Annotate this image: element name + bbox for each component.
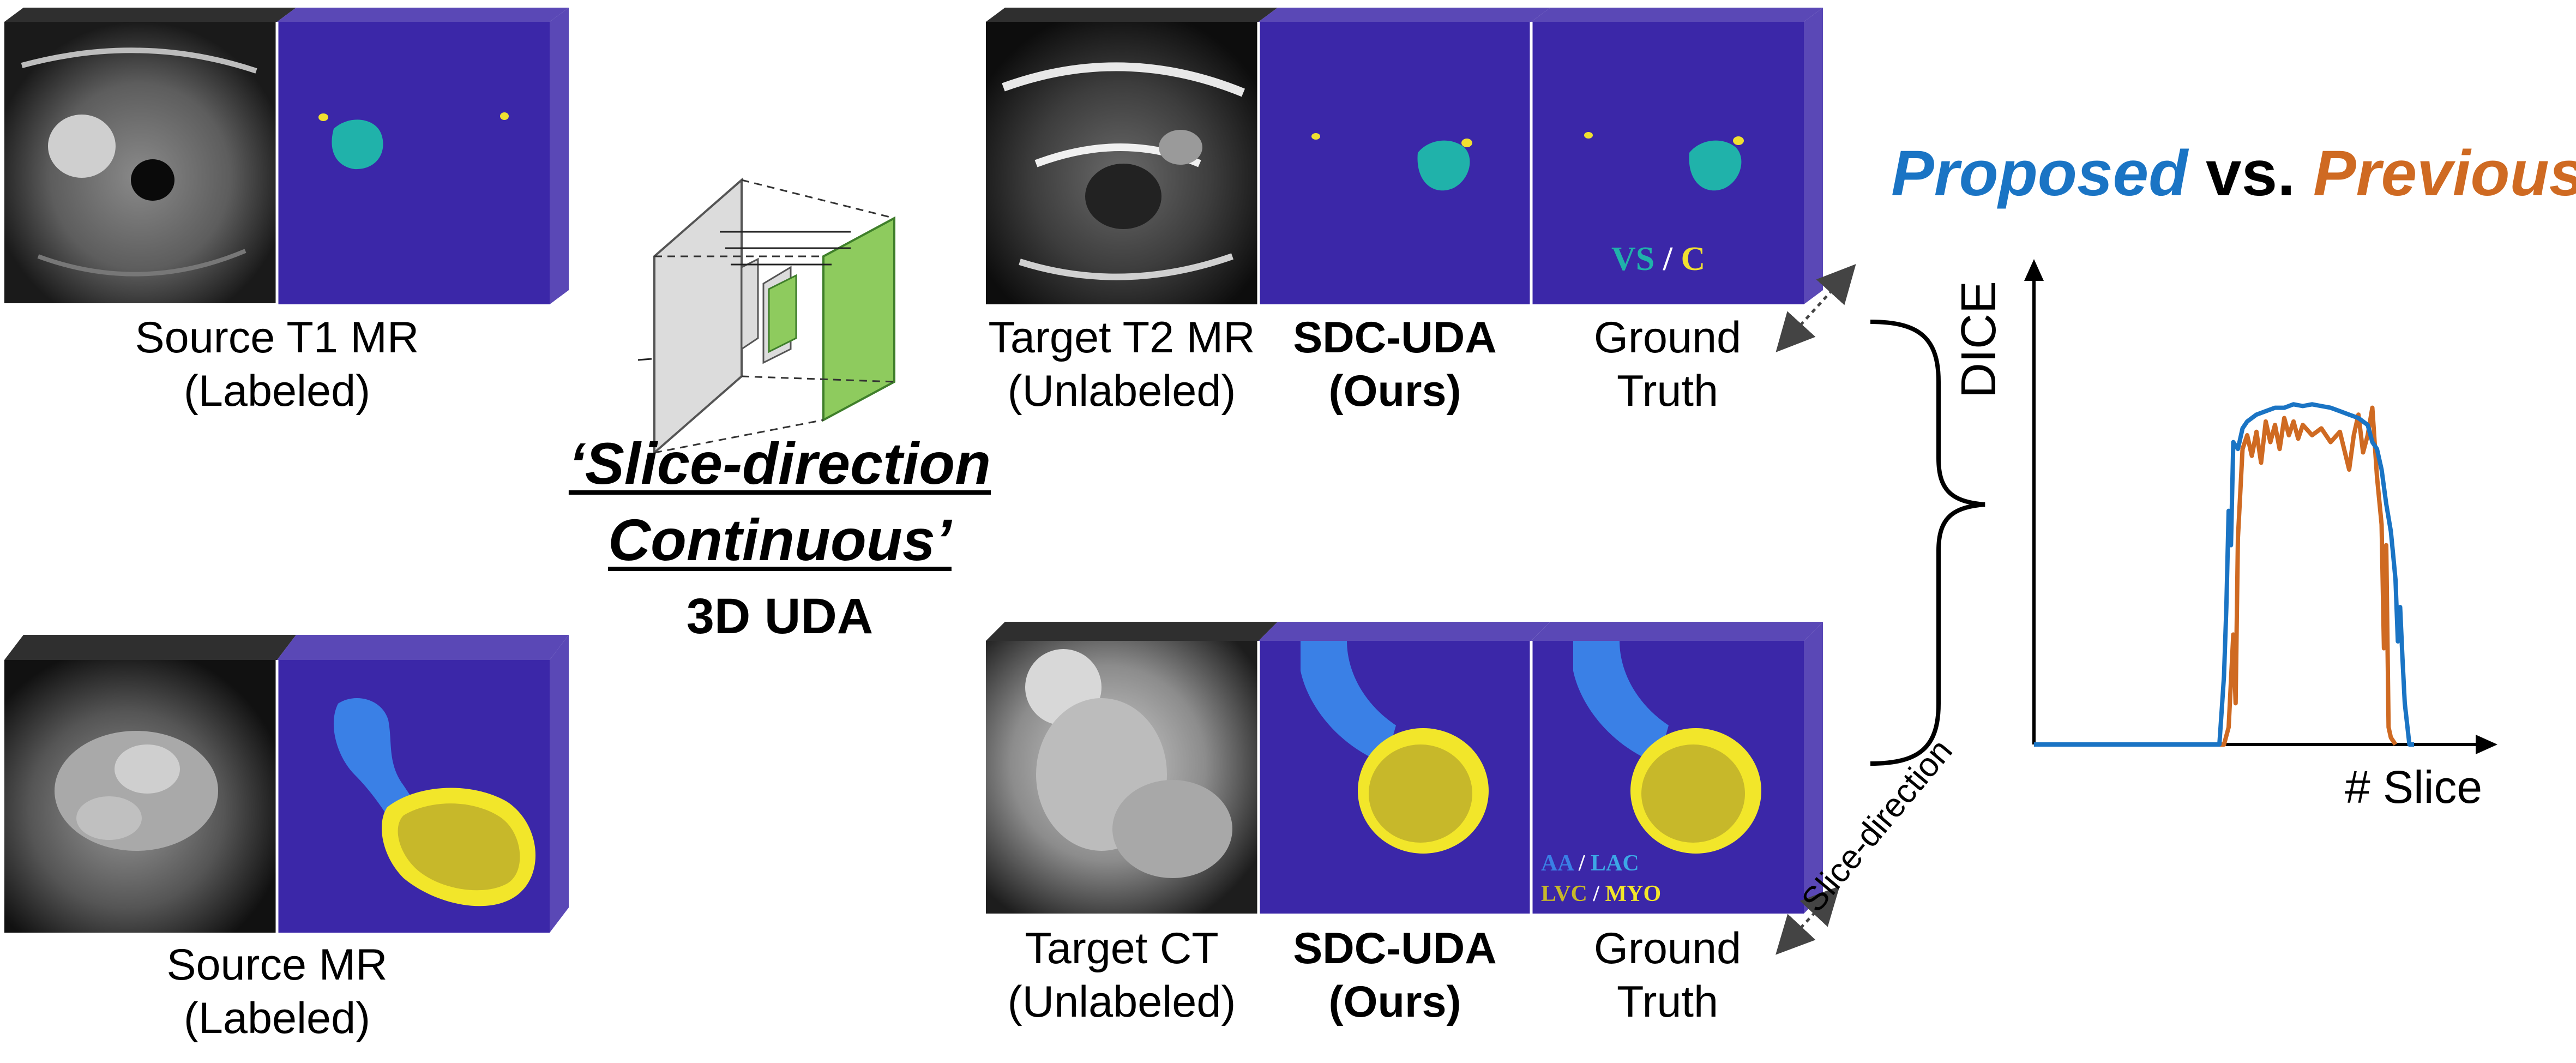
legend-sep: / — [1663, 241, 1672, 278]
source-t1-label-top-face — [277, 8, 569, 22]
slice-stack-schematic — [637, 177, 895, 455]
vs-label: vs. — [2206, 137, 2296, 209]
t2-legend: VS / C — [1611, 240, 1705, 279]
ct-slice-direction-arrow — [1775, 886, 1840, 955]
target-ct-caption-line2: (Unlabeled) — [1007, 977, 1236, 1026]
source-mr-caption-line2: (Labeled) — [183, 994, 371, 1043]
legend-lac: LAC — [1591, 851, 1639, 876]
chart-x-axis-arrowhead — [2476, 735, 2497, 754]
source-mr-lvc-segment — [398, 803, 520, 891]
target-ct-gt-aa-segment — [1573, 641, 1669, 764]
target-t2-gt-caption: Ground Truth — [1531, 311, 1804, 418]
comparison-title: Proposed vs. Previous — [1891, 136, 2576, 211]
method-title-line3: 3D UDA — [686, 588, 874, 644]
source-t1-caption: Source T1 MR (Labeled) — [86, 311, 468, 418]
legend-aa: AA — [1541, 851, 1573, 876]
target-t2-sdc-uda-caption-line1: SDC-UDA — [1293, 313, 1497, 362]
source-mr-caption: Source MR (Labeled) — [86, 938, 468, 1045]
target-ct-sdc-uda-caption: SDC-UDA (Ours) — [1259, 922, 1531, 1029]
source-t1-volume — [4, 8, 569, 304]
curly-brace — [1870, 320, 1985, 766]
dice-chart — [2024, 259, 2497, 754]
source-t1-label-side-face — [550, 8, 569, 304]
target-ct-caption: Target CT (Unlabeled) — [958, 922, 1285, 1029]
target-t2-caption-line1: Target T2 MR — [988, 313, 1255, 362]
proposed-label: Proposed — [1891, 137, 2188, 209]
legend-myo: MYO — [1605, 881, 1662, 906]
legend-sep-1: / — [1578, 851, 1585, 876]
chart-series-previous — [2034, 405, 2398, 747]
target-ct-gt-caption-line1: Ground — [1593, 924, 1742, 973]
legend-c: C — [1681, 241, 1706, 278]
ct-legend: AA / LAC LVC / MYO — [1541, 848, 1661, 909]
target-ct-sdc-uda-caption-line2: (Ours) — [1328, 977, 1461, 1026]
target-ct-gt-caption: Ground Truth — [1531, 922, 1804, 1029]
chart-xlabel: # Slice — [2345, 761, 2483, 813]
previous-label: Previous — [2313, 137, 2576, 209]
legend-lvc: LVC — [1541, 881, 1587, 906]
target-t2-sdc-uda-caption-line2: (Ours) — [1328, 367, 1461, 416]
target-ct-gt-caption-line2: Truth — [1616, 977, 1719, 1026]
method-title-line1: ‘Slice-direction — [568, 430, 991, 496]
method-title: ‘Slice-direction Continuous’ 3D UDA — [507, 425, 1052, 654]
target-ct-caption-line1: Target CT — [1025, 924, 1219, 973]
source-t1-caption-line2: (Labeled) — [183, 367, 371, 416]
target-t2-gt-caption-line2: Truth — [1616, 367, 1719, 416]
legend-sep-2: / — [1593, 881, 1599, 906]
target-t2-sdc-uda-label-map — [1259, 22, 1531, 304]
target-t2-sdc-uda-caption: SDC-UDA (Ours) — [1259, 311, 1531, 418]
target-t2-ground-truth-label-map — [1531, 22, 1804, 304]
method-title-line2: Continuous’ — [608, 507, 952, 573]
chart-ylabel: DICE — [1952, 280, 2006, 398]
source-mr-caption-line1: Source MR — [166, 940, 388, 989]
source-t1-image-top-face — [4, 8, 296, 22]
source-t1-label-map — [277, 22, 550, 304]
target-t2-gt-caption-line1: Ground — [1593, 313, 1742, 362]
target-ct-gt-lvc-segment — [1641, 744, 1745, 843]
source-mr-aa-segment — [333, 698, 414, 824]
source-t1-caption-line1: Source T1 MR — [135, 313, 419, 362]
target-ct-pred-aa-segment — [1301, 641, 1396, 764]
target-ct-pred-lvc-segment — [1369, 744, 1472, 843]
source-t1-tumor — [48, 115, 116, 178]
target-ct-sdc-uda-caption-line1: SDC-UDA — [1293, 924, 1497, 973]
target-ct-volume — [986, 622, 1823, 914]
legend-vs: VS — [1611, 241, 1655, 278]
target-t2-pred-vs-segment — [1417, 140, 1470, 191]
target-t2-volume — [986, 8, 1823, 304]
chart-y-axis-arrowhead — [2024, 259, 2044, 281]
chart-series-proposed — [2034, 402, 2414, 747]
source-t1-vs-segment — [332, 119, 383, 170]
source-mr-volume — [4, 635, 569, 933]
target-t2-caption-line2: (Unlabeled) — [1007, 367, 1236, 416]
target-t2-caption: Target T2 MR (Unlabeled) — [958, 311, 1285, 418]
target-t2-gt-vs-segment — [1689, 140, 1742, 191]
